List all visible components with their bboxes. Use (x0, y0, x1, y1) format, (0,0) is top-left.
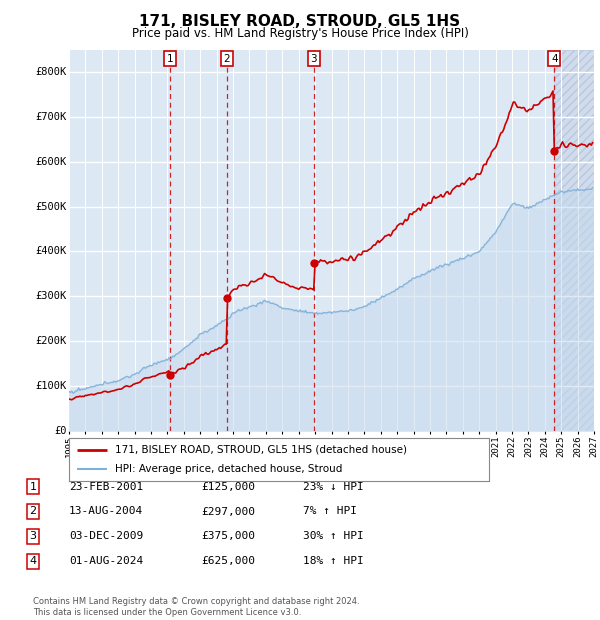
Text: 2: 2 (224, 53, 230, 64)
Text: £200K: £200K (35, 336, 67, 346)
Text: £300K: £300K (35, 291, 67, 301)
Text: £400K: £400K (35, 247, 67, 257)
Text: 171, BISLEY ROAD, STROUD, GL5 1HS: 171, BISLEY ROAD, STROUD, GL5 1HS (139, 14, 461, 29)
Text: £100K: £100K (35, 381, 67, 391)
Text: 1: 1 (29, 482, 37, 492)
Text: 2: 2 (29, 507, 37, 516)
Text: £0: £0 (54, 426, 67, 436)
Text: Price paid vs. HM Land Registry's House Price Index (HPI): Price paid vs. HM Land Registry's House … (131, 27, 469, 40)
Text: HPI: Average price, detached house, Stroud: HPI: Average price, detached house, Stro… (115, 464, 343, 474)
Text: 4: 4 (551, 53, 557, 64)
Bar (554, 50, 594, 431)
Text: 01-AUG-2024: 01-AUG-2024 (69, 556, 143, 566)
Text: 4: 4 (29, 556, 37, 566)
Text: £600K: £600K (35, 157, 67, 167)
Text: 23% ↓ HPI: 23% ↓ HPI (303, 482, 364, 492)
Text: £800K: £800K (35, 67, 67, 77)
Text: 3: 3 (310, 53, 317, 64)
Text: 03-DEC-2009: 03-DEC-2009 (69, 531, 143, 541)
Text: £625,000: £625,000 (201, 556, 255, 566)
Text: 23-FEB-2001: 23-FEB-2001 (69, 482, 143, 492)
Text: £500K: £500K (35, 202, 67, 211)
Text: 13-AUG-2004: 13-AUG-2004 (69, 507, 143, 516)
Text: £375,000: £375,000 (201, 531, 255, 541)
Text: £700K: £700K (35, 112, 67, 122)
Text: £125,000: £125,000 (201, 482, 255, 492)
Text: Contains HM Land Registry data © Crown copyright and database right 2024.
This d: Contains HM Land Registry data © Crown c… (33, 598, 359, 617)
Text: 1: 1 (166, 53, 173, 64)
Text: £297,000: £297,000 (201, 507, 255, 516)
Text: 30% ↑ HPI: 30% ↑ HPI (303, 531, 364, 541)
Text: 18% ↑ HPI: 18% ↑ HPI (303, 556, 364, 566)
Text: 7% ↑ HPI: 7% ↑ HPI (303, 507, 357, 516)
Text: 3: 3 (29, 531, 37, 541)
Text: 171, BISLEY ROAD, STROUD, GL5 1HS (detached house): 171, BISLEY ROAD, STROUD, GL5 1HS (detac… (115, 445, 407, 454)
